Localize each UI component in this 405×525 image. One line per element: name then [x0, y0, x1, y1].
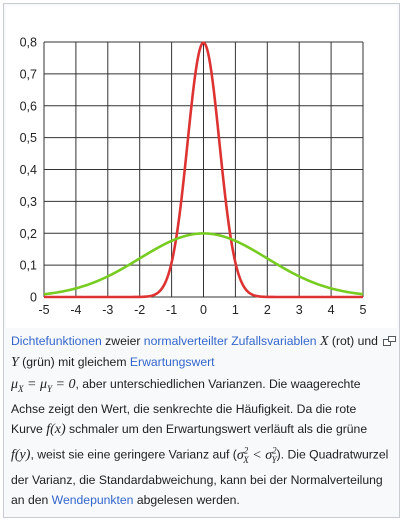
math-eq: = — [23, 376, 40, 392]
y-tick-label: 0,2 — [20, 227, 37, 241]
image-caption: Dichtefunktionen zweier normalverteilter… — [11, 331, 389, 511]
y-tick-label: 0,3 — [20, 195, 37, 209]
y-tick-label: 0,5 — [20, 131, 37, 145]
math-x: X — [319, 334, 329, 349]
caption-text: (rot) und — [328, 334, 378, 348]
caption-text: schmaler um den Erwartungswert verläuft … — [65, 421, 368, 436]
math-variance-compare: σ2X < σ2Y — [236, 445, 277, 465]
math-lt: < — [248, 447, 266, 463]
x-tick-labels: -5 -4 -3 -2 -1 0 1 2 3 4 5 — [38, 303, 366, 317]
x-tick-label: -3 — [102, 303, 113, 317]
link-wendepunkten[interactable]: Wendepunkten — [51, 493, 134, 508]
y-tick-label: 0,8 — [20, 36, 37, 50]
link-erwartungswert[interactable]: Erwartungswert — [129, 355, 215, 370]
caption-text: , weist sie eine geringere Varianz auf ( — [30, 447, 237, 462]
series-green-curve — [43, 232, 364, 296]
math-fy: f(y) — [11, 447, 31, 463]
x-tick-label: 1 — [232, 303, 239, 317]
y-tick-label: 0 — [30, 291, 37, 305]
link-zufallsvariablen[interactable]: Zufallsvariablen — [231, 334, 317, 348]
y-tick-labels: 0 0,1 0,2 0,3 0,4 0,5 0,6 0,7 0,8 — [20, 36, 37, 305]
y-tick-label: 0,1 — [20, 259, 37, 273]
x-tick-label: -4 — [70, 303, 81, 317]
x-tick-label: -1 — [166, 303, 177, 317]
caption-text: ). Die Quadratwurzel der Varianz, die St… — [11, 447, 389, 508]
math-sup-2: 2 — [243, 445, 249, 456]
math-sub-y: Y — [271, 454, 277, 465]
caption-text: (grün) mit gleichem — [18, 355, 130, 370]
math-mu: μ — [39, 376, 48, 392]
x-tick-label: -5 — [38, 303, 49, 317]
x-tick-label: 0 — [200, 303, 207, 317]
x-tick-label: 3 — [296, 303, 303, 317]
chart-curves — [43, 41, 364, 299]
x-tick-label: -2 — [134, 303, 145, 317]
y-tick-label: 0,4 — [20, 163, 37, 177]
y-tick-label: 0,7 — [20, 67, 37, 81]
x-tick-label: 2 — [264, 303, 271, 317]
series-red-curve — [43, 41, 364, 299]
caption-text: abgelesen werden. — [133, 493, 240, 508]
link-normalverteilter[interactable]: normalverteilter — [143, 334, 228, 348]
density-chart: 0 0,1 0,2 0,3 0,4 0,5 0,6 0,7 0,8 -5 -4 -3 -2 -1 0 1 2 3… — [20, 36, 367, 318]
math-sub-x: X — [243, 454, 249, 465]
image-thumbnail: 0 0,1 0,2 0,3 0,4 0,5 0,6 0,7 0,8 -5 -4 -3 -2 -1 0 1 2 3… — [3, 3, 400, 518]
math-sigma: σ — [236, 447, 244, 463]
enlarge-icon[interactable] — [383, 336, 396, 346]
math-eq-zero: = 0 — [52, 376, 76, 392]
x-tick-label: 4 — [328, 303, 335, 317]
caption-text: zweier — [101, 334, 144, 348]
caption-text: , aber unterschiedlichen Varianzen. Die … — [11, 376, 361, 436]
math-sub-x: X — [18, 383, 24, 394]
math-sigma: σ — [265, 447, 273, 463]
math-fx: f(x) — [46, 421, 66, 437]
math-sup-2: 2 — [272, 445, 277, 456]
x-tick-label: 5 — [360, 303, 367, 317]
link-dichtefunktionen[interactable]: Dichtefunktionen — [11, 334, 102, 348]
chart-grid — [43, 41, 364, 298]
math-mu-equation: μX = μY = 0 — [11, 376, 76, 394]
math-mu: μ — [11, 376, 19, 392]
chart-figure[interactable]: 0 0,1 0,2 0,3 0,4 0,5 0,6 0,7 0,8 -5 -4 -3 -2 -1 0 1 2 3… — [6, 6, 397, 328]
math-y: Y — [11, 355, 19, 371]
math-sub-y: Y — [47, 383, 53, 394]
y-tick-label: 0,6 — [20, 99, 37, 113]
